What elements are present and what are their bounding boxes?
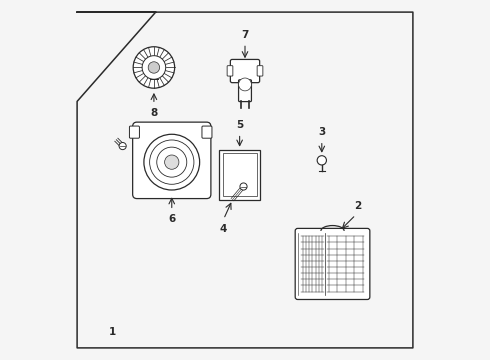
Circle shape (165, 155, 179, 169)
FancyBboxPatch shape (257, 66, 263, 76)
Circle shape (133, 47, 174, 88)
Circle shape (240, 183, 247, 190)
Circle shape (157, 147, 187, 177)
FancyBboxPatch shape (202, 126, 212, 138)
Text: 2: 2 (355, 201, 362, 211)
Text: 5: 5 (236, 120, 243, 130)
FancyBboxPatch shape (227, 66, 233, 76)
FancyBboxPatch shape (239, 80, 251, 102)
Text: 1: 1 (109, 327, 117, 337)
FancyBboxPatch shape (133, 122, 211, 199)
FancyBboxPatch shape (295, 228, 370, 300)
Text: 6: 6 (168, 214, 175, 224)
Circle shape (142, 56, 166, 79)
Text: 7: 7 (241, 30, 249, 40)
Text: 3: 3 (318, 127, 325, 137)
FancyBboxPatch shape (129, 126, 140, 138)
Bar (222, 153, 257, 196)
Circle shape (149, 140, 194, 184)
Circle shape (144, 134, 199, 190)
Bar (219, 150, 260, 200)
FancyBboxPatch shape (230, 59, 260, 83)
Text: 4: 4 (220, 224, 227, 234)
Circle shape (239, 78, 251, 91)
Text: 8: 8 (150, 108, 157, 118)
Circle shape (317, 156, 326, 165)
Circle shape (119, 143, 126, 150)
Circle shape (148, 62, 160, 73)
